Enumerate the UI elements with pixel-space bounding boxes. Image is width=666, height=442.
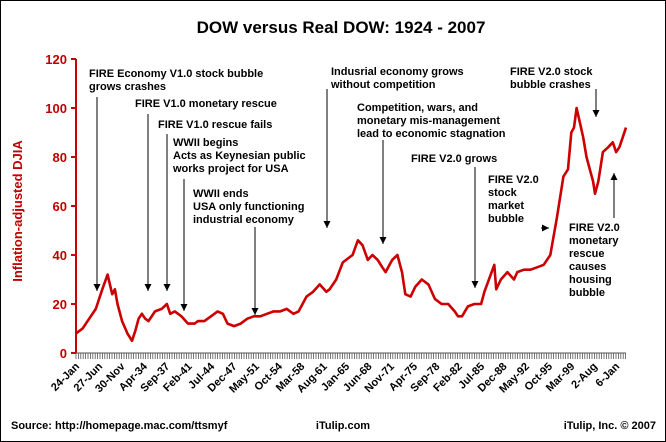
copyright-footer: iTulip, Inc. © 2007 (564, 420, 656, 432)
annotation-line: FIRE Economy V1.0 stock bubble (89, 68, 263, 80)
annotation-line: FIRE V1.0 rescue fails (158, 119, 272, 131)
annotation-line: monetary mis-management (357, 115, 500, 127)
y-tick-label: 0 (60, 346, 67, 361)
annotation-arrowhead (251, 308, 259, 315)
annotation-line: causes (569, 261, 606, 273)
annotation-line: Indusrial economy grows (331, 66, 464, 78)
annotation-arrowhead (542, 224, 549, 232)
annotation-line: monetary (569, 235, 619, 247)
annotation: FIRE V1.0 monetary rescue (135, 98, 277, 291)
annotation-line: Acts as Keynesian public (173, 150, 306, 162)
x-tick-label: 2-Aug (569, 361, 600, 392)
annotation-line: grows crashes (89, 81, 166, 93)
annotation: FIRE V1.0 rescue fails (158, 119, 272, 291)
axes (75, 59, 626, 359)
annotation-line: FIRE V2.0 (488, 174, 539, 186)
annotation: FIRE V2.0monetaryrescuecauseshousingbubb… (569, 173, 620, 299)
y-tick-label: 120 (45, 52, 67, 67)
annotation-arrowhead (163, 284, 171, 291)
annotation-line: without competition (330, 79, 436, 91)
annotation-arrowhead (592, 110, 600, 117)
annotation-line: WWII begins (173, 137, 238, 149)
annotation-line: FIRE V2.0 grows (411, 153, 497, 165)
annotation-arrowhead (180, 304, 188, 311)
annotation: FIRE V2.0 grows (411, 153, 497, 288)
annotation-line: lead to economic stagnation (357, 128, 506, 140)
y-tick-label: 100 (45, 101, 67, 116)
y-axis-label: Inflation-adjusted DJIA (10, 140, 25, 282)
annotation-line: market (488, 200, 524, 212)
annotation-line: housing (569, 274, 612, 286)
annotation-line: FIRE V2.0 stock (510, 66, 593, 78)
y-tick-label: 60 (53, 199, 67, 214)
annotation-line: FIRE V2.0 (569, 222, 620, 234)
site-footer: iTulip.com (316, 420, 370, 432)
plot-area (75, 106, 628, 343)
annotation-line: stock (488, 187, 518, 199)
annotation-arrowhead (93, 284, 101, 291)
annotation-line: Competition, wars, and (357, 102, 478, 114)
source-footer: Source: http://homepage.mac.com/ttsmyf (11, 420, 228, 432)
annotation-line: bubble (488, 213, 524, 225)
annotation-arrowhead (610, 173, 618, 180)
annotation-line: USA only functioning (193, 201, 304, 213)
annotation-arrowhead (144, 284, 152, 291)
x-tick-labels: 24-Jan27-Jun30-NovApr-34Sep-37Feb-41Jul-… (49, 360, 622, 395)
annotation-arrowhead (379, 237, 387, 244)
annotation-line: FIRE V1.0 monetary rescue (135, 98, 277, 110)
y-tick-labels: 0 20 40 60 80 100 120 (45, 52, 76, 361)
annotation-line: WWII ends (193, 188, 249, 200)
annotation-arrowhead (323, 221, 331, 228)
y-tick-label: 20 (53, 297, 67, 312)
x-tick-band (75, 353, 626, 359)
y-tick-label: 40 (53, 248, 67, 263)
annotation-line: bubble (569, 287, 605, 299)
annotation-arrowhead (471, 281, 479, 288)
chart-title: DOW versus Real DOW: 1924 - 2007 (197, 18, 486, 37)
series-line (75, 106, 628, 343)
annotation-line: rescue (569, 248, 604, 260)
y-tick-label: 80 (53, 150, 67, 165)
annotation-line: works project for USA (172, 163, 289, 175)
annotation-line: industrial economy (193, 214, 295, 226)
annotation-line: bubble crashes (510, 79, 591, 91)
x-tick-label: 6-Jan (593, 360, 622, 389)
